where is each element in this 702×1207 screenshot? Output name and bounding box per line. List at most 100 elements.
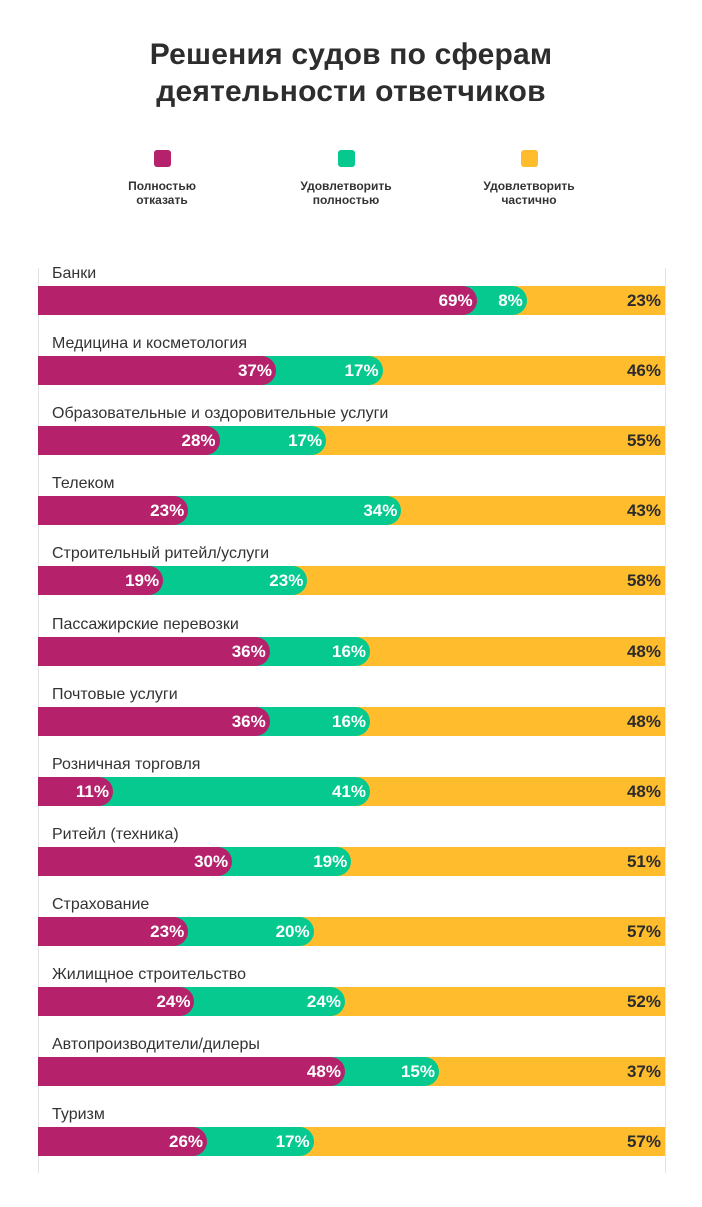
data-label: 37% — [626, 1062, 661, 1082]
bar-segment-refuse: 36% — [38, 636, 270, 666]
bar-row: 69% 8% 23% — [38, 286, 665, 315]
category-label: Почтовые услуги — [52, 685, 178, 703]
bar-row: 26% 17% 57% — [38, 1127, 665, 1157]
bar-row: 23% 20% 57% — [38, 916, 665, 946]
data-label: 17% — [288, 431, 323, 451]
bar-segment-satisfy-full: 24% — [174, 987, 345, 1016]
bar-row: 36% 16% 48% — [38, 706, 665, 736]
data-label: 55% — [626, 431, 661, 451]
legend-swatch-refuse — [153, 150, 171, 167]
data-label: 48% — [306, 1062, 341, 1082]
bar-segment-satisfy-full: 16% — [249, 706, 371, 736]
bar-segment-satisfy-full: 19% — [212, 846, 352, 876]
bar-row: 28% 17% 55% — [38, 426, 665, 456]
legend-label-satisfy-partial: Удовлетворить частично — [483, 179, 575, 207]
data-label: 30% — [194, 851, 229, 871]
legend-item-refuse: Полностью отказать — [82, 150, 242, 207]
data-label: 17% — [344, 361, 379, 381]
gridline-right — [665, 268, 666, 1173]
chart-title-line-2: деятельности ответчиков — [156, 75, 546, 108]
data-label: 34% — [363, 501, 398, 521]
data-label: 19% — [313, 851, 348, 871]
bar-segment-satisfy-full: 34% — [168, 496, 402, 526]
bar-segment-satisfy-full: 17% — [199, 426, 327, 456]
bar-segment-satisfy-full: 16% — [249, 636, 371, 666]
data-label: 52% — [626, 992, 661, 1011]
bar-segment-refuse: 36% — [38, 706, 270, 736]
legend-swatch-satisfy-full — [337, 150, 355, 167]
data-label: 48% — [626, 711, 661, 731]
bar-segment-satisfy-partial: 43% — [381, 496, 665, 526]
legend-item-satisfy-full: Удовлетворить полностью — [266, 150, 426, 207]
category-label: Строительный ритейл/услуги — [52, 545, 270, 563]
data-label: 24% — [156, 992, 191, 1011]
bar-row: 36% 16% 48% — [38, 636, 665, 666]
bar-segment-refuse: 23% — [38, 496, 189, 526]
data-label: 46% — [626, 361, 661, 381]
category-label: Ритейл (техника) — [52, 825, 179, 843]
data-label: 57% — [626, 921, 661, 941]
bar-row: 19% 23% 58% — [38, 566, 665, 596]
category-label: Медицина и косметология — [52, 335, 247, 353]
category-label: Розничная торговля — [52, 755, 201, 773]
data-label: 48% — [626, 641, 661, 661]
bar-segment-satisfy-partial: 57% — [293, 916, 665, 946]
data-label: 23% — [150, 501, 185, 521]
data-label: 43% — [626, 501, 661, 521]
category-label: Пассажирские перевозки — [52, 615, 239, 633]
category-label: Банки — [52, 265, 97, 282]
data-label: 20% — [275, 921, 310, 941]
bar-segment-refuse: 30% — [38, 846, 233, 876]
bar-segment-satisfy-full: 41% — [92, 776, 371, 806]
bar-row: 30% 19% 51% — [38, 846, 665, 876]
bar-segment-refuse: 69% — [38, 286, 477, 315]
category-label: Страхование — [52, 895, 150, 913]
bar-segment-satisfy-full: 23% — [143, 566, 308, 596]
bar-row: 23% 34% 43% — [38, 496, 665, 526]
chart-title: Решения судов по сферам деятельности отв… — [0, 36, 702, 110]
data-label: 36% — [231, 641, 266, 661]
data-label: 37% — [237, 361, 272, 381]
category-label: Образовательные и оздоровительные услуги — [52, 405, 389, 423]
data-label: 48% — [626, 781, 661, 801]
bar-segment-refuse: 48% — [38, 1057, 345, 1087]
data-label: 51% — [626, 851, 661, 871]
bar-segment-satisfy-partial: 51% — [331, 846, 665, 876]
bar-segment-refuse: 24% — [38, 987, 195, 1016]
category-label: Жилищное строительство — [52, 966, 247, 983]
legend-item-satisfy-partial: Удовлетворить частично — [449, 150, 609, 207]
bar-segment-satisfy-partial: 57% — [293, 1127, 665, 1157]
bar-row: 24% 24% 52% — [38, 987, 665, 1016]
bar-segment-refuse: 19% — [38, 566, 164, 596]
data-label: 16% — [332, 711, 367, 731]
bar-row: 37% 17% 46% — [38, 356, 665, 386]
legend-label-satisfy-full: Удовлетворить полностью — [300, 179, 392, 207]
data-label: 57% — [626, 1132, 661, 1152]
category-label: Телеком — [52, 475, 115, 493]
bar-segment-satisfy-partial: 48% — [350, 636, 665, 666]
data-label: 41% — [332, 781, 367, 801]
bar-segment-satisfy-partial: 46% — [362, 356, 665, 386]
bar-segment-satisfy-partial: 37% — [419, 1057, 665, 1087]
bar-segment-satisfy-partial: 58% — [287, 566, 665, 596]
data-label: 23% — [626, 291, 661, 310]
bar-segment-satisfy-partial: 23% — [506, 286, 665, 315]
bar-segment-satisfy-partial: 48% — [350, 706, 665, 736]
data-label: 23% — [150, 921, 185, 941]
bar-segment-satisfy-partial: 48% — [350, 776, 665, 806]
bar-segment-refuse: 37% — [38, 356, 276, 386]
chart-title-line-1: Решения судов по сферам — [149, 38, 553, 71]
data-label: 58% — [626, 571, 661, 591]
bar-segment-refuse: 26% — [38, 1127, 208, 1157]
bar-segment-satisfy-full: 17% — [187, 1127, 314, 1157]
bar-segment-satisfy-full: 20% — [168, 916, 314, 946]
data-label: 16% — [332, 641, 367, 661]
data-label: 15% — [400, 1062, 435, 1082]
bar-segment-satisfy-partial: 55% — [306, 426, 665, 456]
category-label: Туризм — [52, 1106, 105, 1124]
bar-row: 11% 41% 48% — [38, 776, 665, 806]
bar-row: 48% 15% 37% — [38, 1057, 665, 1087]
data-label: 19% — [125, 571, 160, 591]
bar-segment-refuse: 28% — [38, 426, 220, 456]
